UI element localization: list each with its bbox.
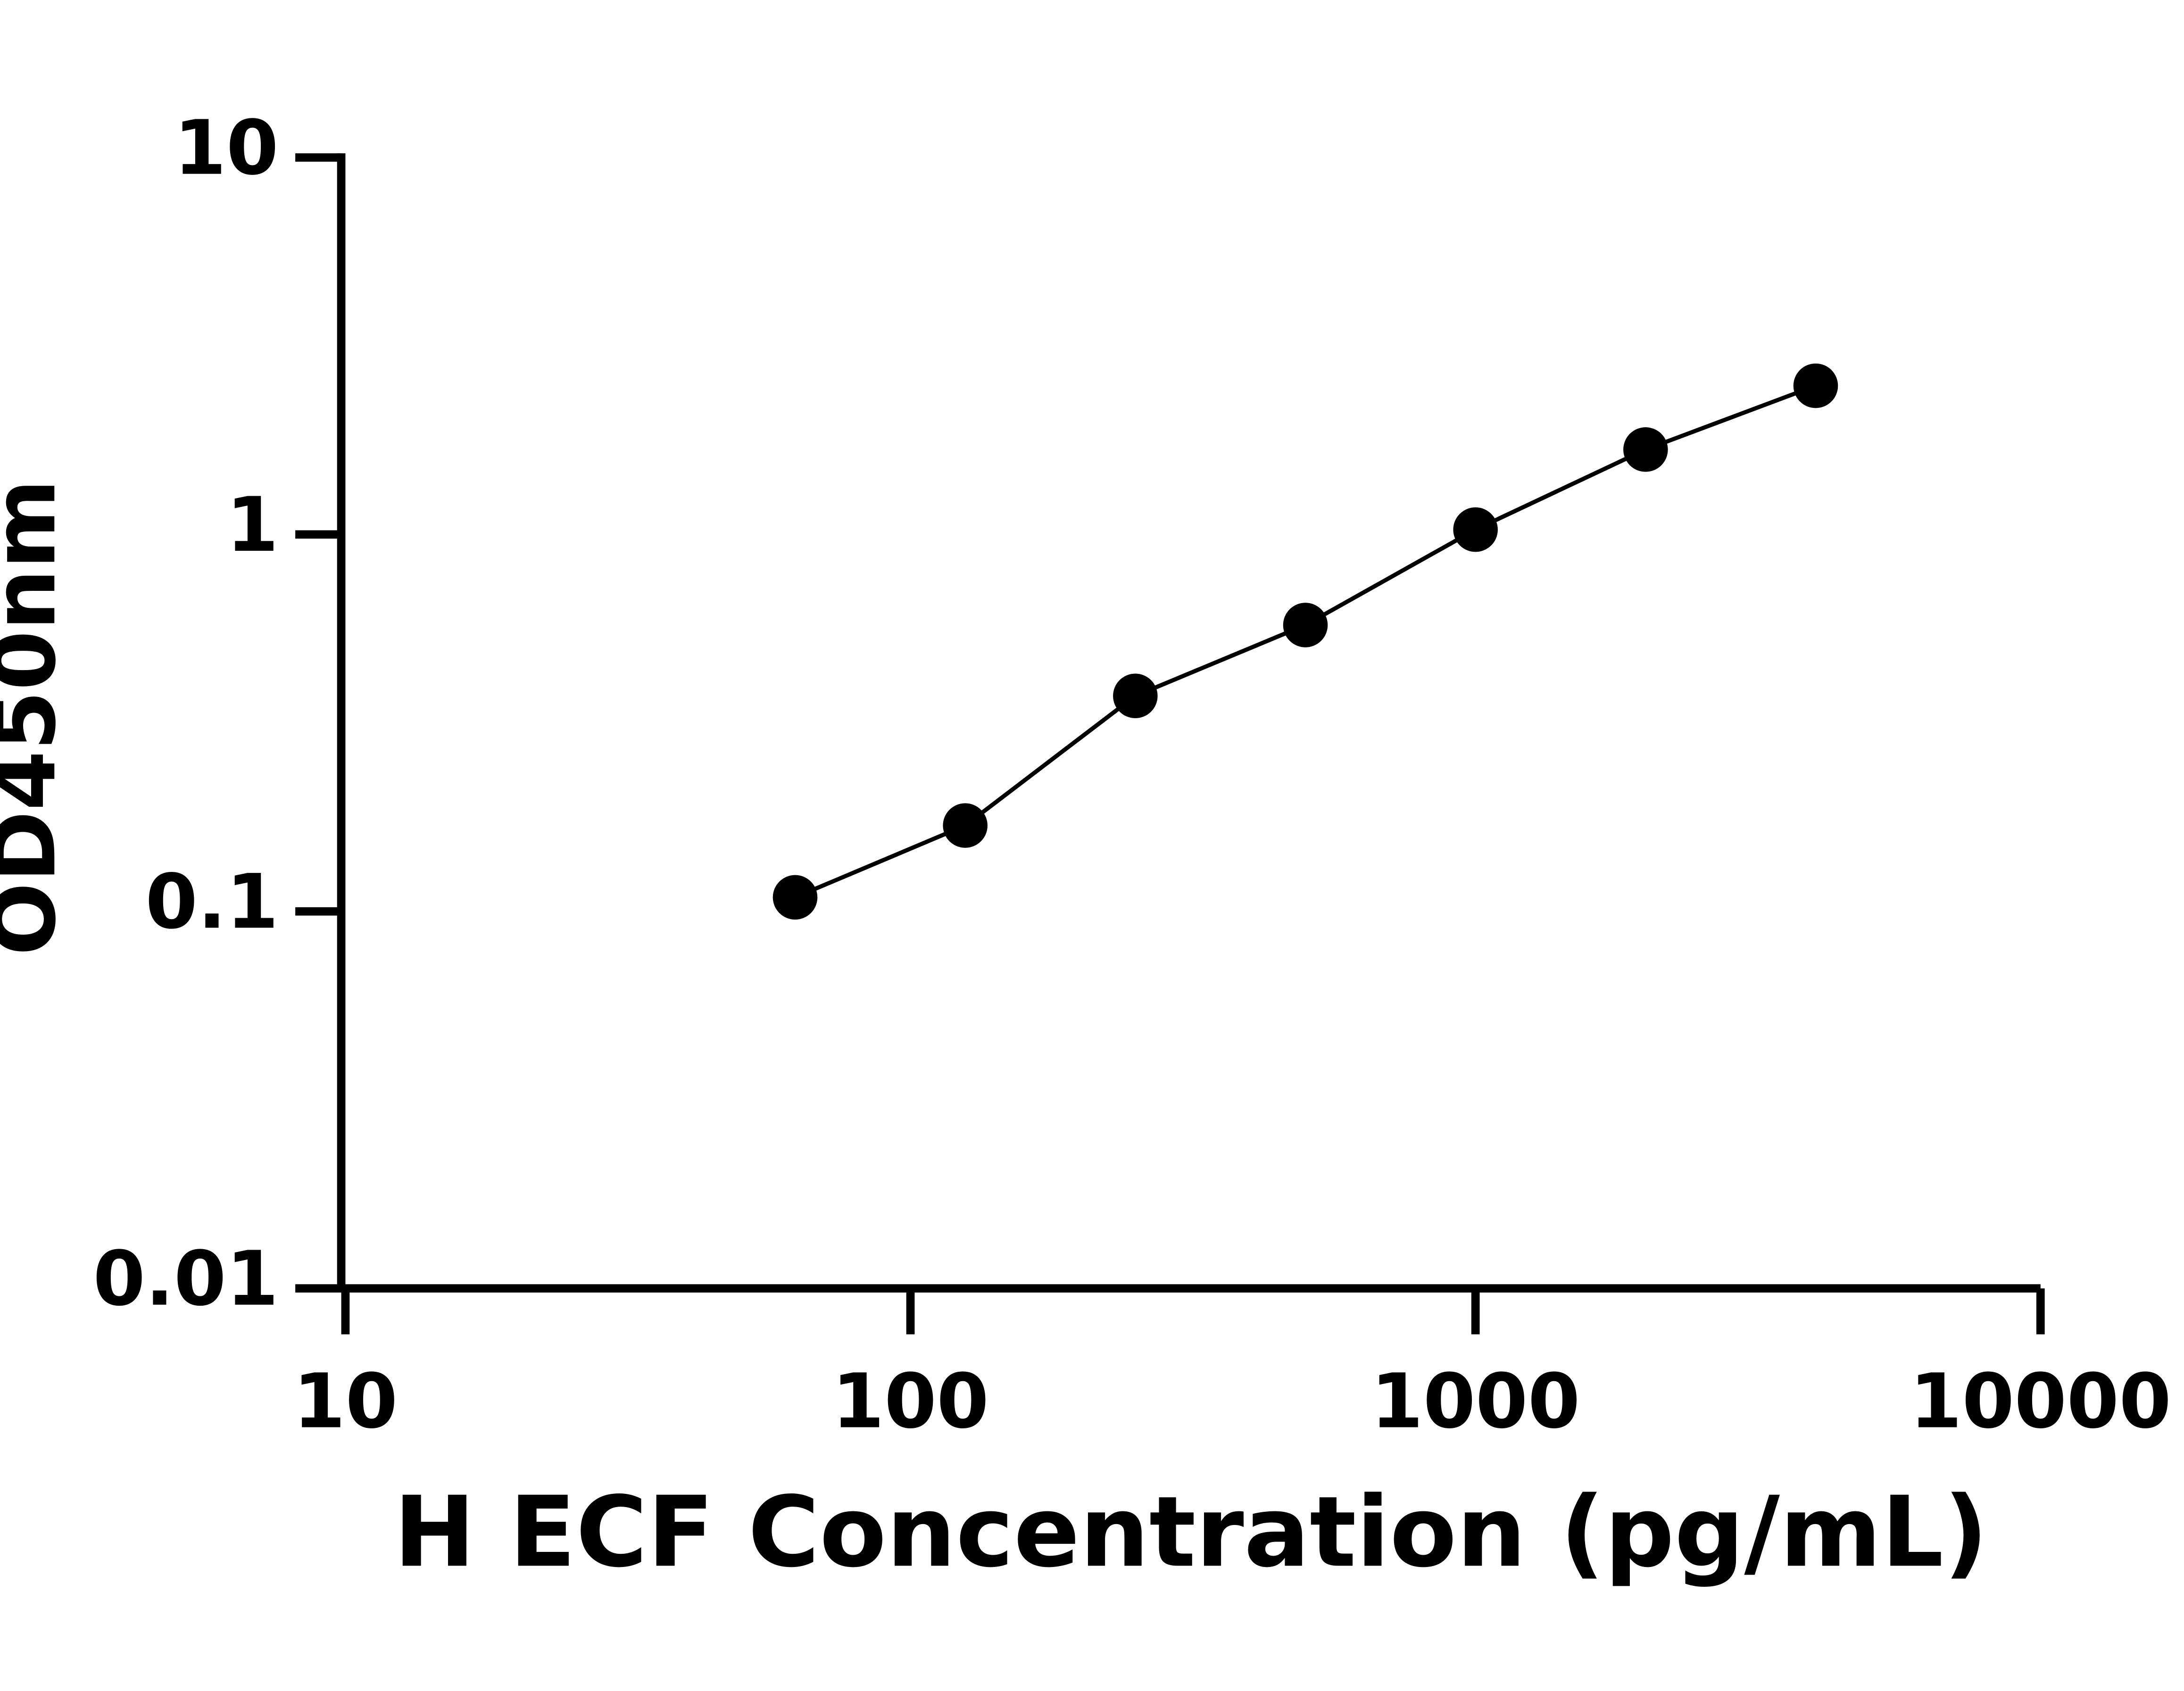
y-tick-label: 0.1 [145,858,279,945]
x-tick-label: 100 [832,1358,989,1445]
data-point [1113,673,1158,719]
y-tick-label: 10 [174,104,279,192]
data-point [1283,603,1328,647]
y-tick-label: 0.01 [93,1235,278,1323]
x-tick-label: 10000 [1910,1358,2171,1445]
x-axis-label: H ECF Concentration (pg/mL) [394,1475,1988,1589]
y-axis-label: OD450nm [0,479,75,956]
data-point [772,875,818,920]
data-point [943,803,988,848]
data-point [1623,427,1668,472]
x-tick-label: 1000 [1371,1358,1580,1445]
y-tick-label: 1 [226,481,279,569]
x-tick-label: 10 [293,1358,398,1445]
data-point [1793,363,1838,408]
data-point [1453,507,1498,552]
